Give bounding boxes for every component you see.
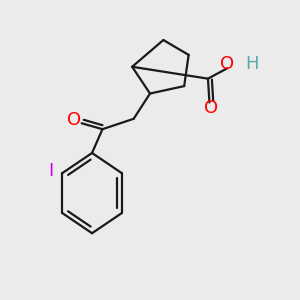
Text: O: O [220,55,234,73]
Text: O: O [67,111,81,129]
Text: I: I [48,162,53,180]
Text: H: H [245,55,259,73]
Text: O: O [204,99,218,117]
